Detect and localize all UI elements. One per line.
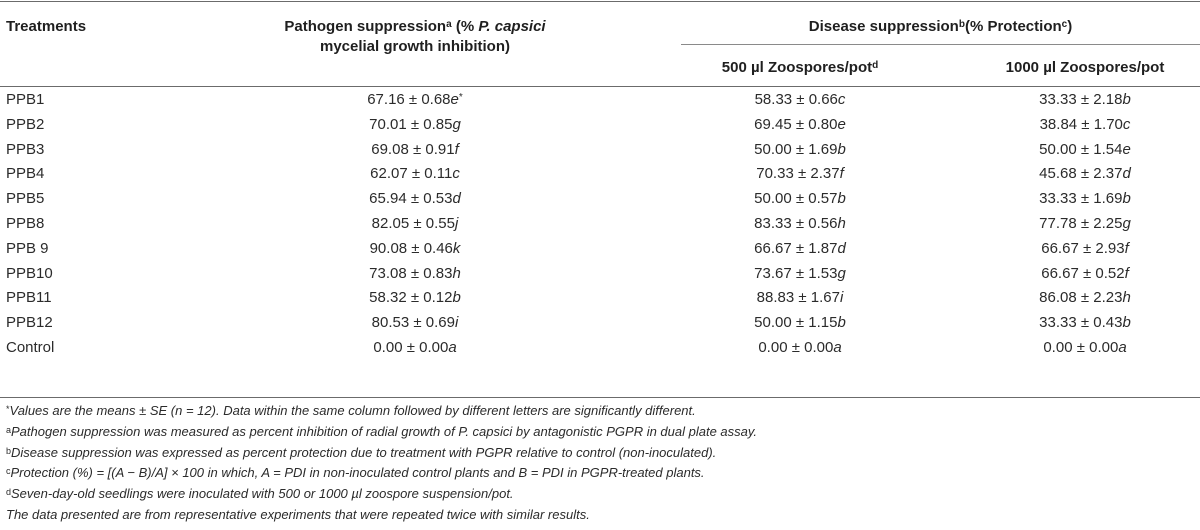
cell-1000-zoospores: 38.84 ± 1.70c: [1039, 115, 1131, 133]
table-row: PPB8 82.05 ± 0.55j 83.33 ± 0.56h 77.78 ± 2.…: [0, 212, 1200, 237]
cell-1000-zoospores: 33.33 ± 2.18b: [1039, 91, 1131, 108]
cell-pathogen-suppression: 67.16 ± 0.68e*: [367, 91, 463, 108]
header-disease-suppression: Disease suppressionb(% Protectionc): [808, 18, 1073, 35]
cell-treatment: PPB12: [6, 314, 53, 332]
table-row: PPB 9 90.08 ± 0.46k 66.67 ± 1.87d 66.67 ± 2…: [0, 237, 1200, 262]
cell-pathogen-suppression: 65.94 ± 0.53d: [369, 190, 461, 208]
cell-pathogen-suppression: 90.08 ± 0.46k: [369, 239, 461, 257]
cell-treatment: PPB11: [6, 289, 52, 307]
header-span-rule: [681, 44, 1200, 45]
cell-500-zoospores: 83.33 ± 0.56h: [754, 214, 846, 232]
cell-pathogen-suppression: 73.08 ± 0.83h: [369, 264, 461, 282]
cell-1000-zoospores: 66.67 ± 0.52f: [1041, 264, 1129, 282]
cell-treatment: PPB5: [6, 190, 45, 208]
cell-treatment: PPB3: [6, 140, 45, 158]
header-bottom-rule: [0, 86, 1200, 87]
cell-500-zoospores: 66.67 ± 1.87d: [754, 239, 846, 257]
cell-500-zoospores: 50.00 ± 0.57b: [754, 190, 846, 208]
cell-1000-zoospores: 86.08 ± 2.23h: [1039, 289, 1131, 307]
cell-treatment: PPB8: [6, 214, 45, 232]
cell-1000-zoospores: 50.00 ± 1.54e: [1039, 140, 1131, 158]
footnote: *Values are the means ± SE (n = 12). Dat…: [6, 403, 696, 418]
cell-pathogen-suppression: 69.08 ± 0.91f: [371, 140, 459, 158]
header-1000-zoospores: 1000 µl Zoospores/pot: [1005, 59, 1165, 76]
cell-pathogen-suppression: 62.07 ± 0.11c: [370, 165, 460, 183]
cell-pathogen-suppression: 82.05 ± 0.55j: [371, 214, 459, 232]
table-row: PPB11 58.32 ± 0.12b 88.83 ± 1.67i 86.08 ± 2…: [0, 286, 1200, 311]
cell-pathogen-suppression: 80.53 ± 0.69i: [371, 314, 459, 332]
cell-treatment: PPB10: [6, 264, 53, 282]
cell-pathogen-suppression: 70.01 ± 0.85g: [369, 115, 461, 133]
cell-500-zoospores: 50.00 ± 1.15b: [754, 314, 846, 332]
table-body: PPB1 67.16 ± 0.68e* 58.33 ± 0.66c 33.33 ± 2…: [0, 88, 1200, 361]
footnote: cProtection (%) = [(A − B)/A] × 100 in w…: [6, 465, 705, 481]
cell-500-zoospores: 58.33 ± 0.66c: [754, 91, 846, 108]
cell-pathogen-suppression: 58.32 ± 0.12b: [369, 289, 461, 307]
table-row: PPB12 80.53 ± 0.69i 50.00 ± 1.15b 33.33 ± 0…: [0, 311, 1200, 336]
table-end-rule: [0, 397, 1200, 398]
footnote: dSeven-day-old seedlings were inoculated…: [6, 486, 514, 502]
header-treatments: Treatments: [6, 18, 87, 35]
cell-500-zoospores: 0.00 ± 0.00a: [758, 338, 842, 356]
cell-500-zoospores: 70.33 ± 2.37f: [756, 165, 844, 183]
cell-500-zoospores: 69.45 ± 0.80e: [754, 115, 846, 133]
table-row: PPB2 70.01 ± 0.85g 69.45 ± 0.80e 38.84 ± 1.…: [0, 113, 1200, 138]
cell-pathogen-suppression: 0.00 ± 0.00a: [373, 338, 457, 356]
header-pathogen-suppression: Pathogen suppressiona (% P. capsici myce…: [284, 18, 546, 55]
table-row: PPB5 65.94 ± 0.53d 50.00 ± 0.57b 33.33 ± 1.…: [0, 187, 1200, 212]
table-top-rule: [0, 1, 1200, 2]
cell-1000-zoospores: 77.78 ± 2.25g: [1039, 214, 1131, 232]
cell-treatment: PPB4: [6, 165, 45, 183]
header-500-zoospores: 500 µl Zoospores/potd: [721, 59, 879, 76]
footnote: aPathogen suppression was measured as pe…: [6, 423, 758, 439]
cell-500-zoospores: 88.83 ± 1.67i: [756, 289, 844, 307]
cell-1000-zoospores: 33.33 ± 0.43b: [1039, 314, 1131, 332]
cell-1000-zoospores: 33.33 ± 1.69b: [1039, 190, 1131, 208]
cell-500-zoospores: 50.00 ± 1.69b: [754, 140, 846, 158]
cell-treatment: Control: [6, 338, 55, 356]
table-row: Control 0.00 ± 0.00a 0.00 ± 0.00a 0.00 ± 0.…: [0, 336, 1200, 361]
cell-treatment: PPB2: [6, 115, 45, 133]
table-row: PPB4 62.07 ± 0.11c 70.33 ± 2.37f 45.68 ± 2.…: [0, 162, 1200, 187]
table-row: PPB1 67.16 ± 0.68e* 58.33 ± 0.66c 33.33 ± 2…: [0, 88, 1200, 113]
cell-1000-zoospores: 0.00 ± 0.00a: [1043, 338, 1127, 356]
footnote: bDisease suppression was expressed as pe…: [6, 444, 717, 460]
table-row: PPB10 73.08 ± 0.83h 73.67 ± 1.53g 66.67 ± 0…: [0, 262, 1200, 287]
cell-1000-zoospores: 45.68 ± 2.37d: [1039, 165, 1131, 183]
table-footnotes: *Values are the means ± SE (n = 12). Dat…: [6, 401, 1196, 526]
cell-treatment: PPB1: [6, 91, 45, 108]
footnote: The data presented are from representati…: [6, 506, 590, 522]
cell-500-zoospores: 73.67 ± 1.53g: [754, 264, 846, 282]
cell-1000-zoospores: 66.67 ± 2.93f: [1041, 239, 1129, 257]
cell-treatment: PPB 9: [6, 239, 49, 257]
table-row: PPB3 69.08 ± 0.91f 50.00 ± 1.69b 50.00 ± 1.…: [0, 138, 1200, 163]
